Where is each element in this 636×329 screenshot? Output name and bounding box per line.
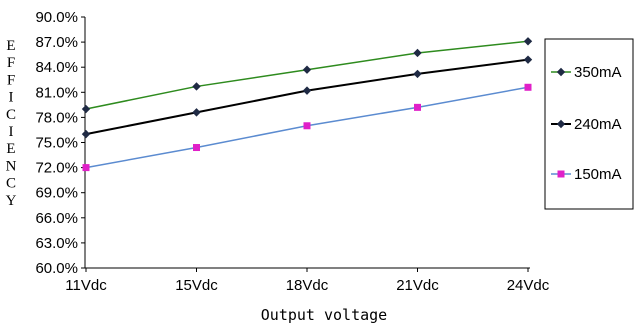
y-tick-label: 69.0%	[35, 185, 78, 202]
axes	[84, 17, 530, 269]
y-tick-label: 84.0%	[35, 59, 78, 76]
data-point	[413, 69, 422, 79]
y-tick-label: 81.0%	[35, 84, 78, 101]
data-point	[524, 83, 532, 91]
legend-label: 240mA	[574, 116, 622, 133]
legend-item-150mA: 150mA	[551, 166, 622, 183]
x-tick-label: 21Vdc	[396, 277, 439, 294]
series-150mA	[82, 83, 532, 172]
legend-label: 350mA	[574, 64, 622, 81]
y-tick-label: 60.0%	[35, 260, 78, 277]
data-point	[413, 48, 422, 58]
legend-item-240mA: 240mA	[551, 116, 622, 133]
y-axis-title-letter: F	[7, 55, 15, 71]
y-tick-label: 75.0%	[35, 135, 78, 152]
data-point	[192, 108, 201, 117]
y-axis-title-letter: F	[7, 72, 15, 88]
y-axis-title-letter: E	[6, 141, 15, 157]
y-axis-title-letter: Y	[6, 193, 17, 209]
data-point	[523, 55, 533, 64]
legend-marker	[557, 170, 565, 178]
series-350mA	[81, 37, 533, 114]
x-tick-label: 18Vdc	[286, 277, 329, 294]
y-axis-title-letter: C	[6, 176, 16, 192]
x-tick-label: 11Vdc	[65, 277, 107, 294]
x-tick-labels: 11Vdc 15Vdc 18Vdc 21Vdc 24Vdc	[65, 268, 550, 294]
y-tick-label: 78.0%	[35, 109, 78, 126]
y-axis-title-letter: I	[9, 90, 14, 106]
legend-marker	[556, 119, 566, 129]
x-tick-label: 15Vdc	[175, 277, 218, 294]
y-tick-label: 72.0%	[35, 160, 78, 177]
y-tick-label: 63.0%	[35, 235, 78, 252]
y-tick-labels: 60.0% 63.0% 66.0% 69.0% 72.0% 75.0% 78.0% 81.0%…	[35, 9, 85, 277]
y-axis-title-letter: I	[9, 124, 14, 140]
data-point	[82, 164, 90, 172]
legend-item-350mA: 350mA	[551, 64, 622, 81]
x-tick-label: 24Vdc	[507, 277, 550, 294]
series-240mA	[81, 55, 533, 139]
legend-marker	[556, 67, 566, 77]
y-axis-title-letter: E	[6, 38, 15, 54]
y-tick-label: 90.0%	[35, 9, 78, 26]
series-lines	[81, 37, 533, 172]
data-point	[81, 104, 91, 114]
y-axis-title-letter: C	[6, 107, 16, 123]
y-tick-label: 87.0%	[35, 34, 78, 51]
data-point	[414, 103, 421, 111]
data-point	[303, 122, 311, 130]
data-point	[302, 65, 312, 74]
data-point	[81, 129, 91, 139]
x-axis-title: Output voltage	[261, 306, 387, 324]
data-point	[523, 37, 533, 46]
legend: 350mA 240mA 150mA	[544, 38, 634, 210]
data-point	[302, 86, 312, 95]
data-point	[192, 82, 201, 91]
y-tick-label: 66.0%	[35, 210, 78, 227]
data-point	[193, 144, 200, 152]
y-axis-title-letter: N	[6, 158, 17, 174]
legend-label: 150mA	[574, 166, 622, 183]
